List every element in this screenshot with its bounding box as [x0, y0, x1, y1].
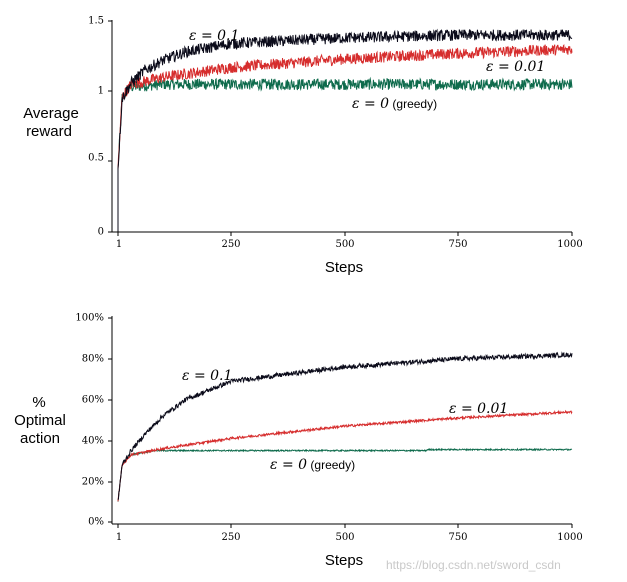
reward-xtick-label: 1000: [557, 239, 582, 250]
optimal-annotation-greedy-suffix: (greedy): [307, 458, 355, 472]
optimal-xlabel: Steps: [325, 552, 363, 569]
reward-annotation-greedy: ε = 0 (greedy): [352, 96, 437, 112]
reward-ytick-label: 1.5: [88, 16, 104, 27]
reward-xtick-label: 1: [116, 239, 122, 250]
optimal-xtick-label: 500: [335, 532, 354, 543]
reward-annotation-eps01: ε = 0.1: [189, 28, 239, 44]
optimal-annotation-eps01: ε = 0.1: [182, 368, 232, 384]
reward-annotation-greedy-eps: ε = 0: [352, 96, 389, 112]
optimal-ytick-label: 80%: [82, 354, 104, 365]
optimal-y-ticks: 0% 20% 40% 60% 80% 100%: [75, 313, 112, 528]
optimal-series-group: [117, 351, 573, 502]
reward-series-group: [117, 28, 573, 232]
optimal-line-eps01: [117, 351, 573, 500]
optimal-chart: 0% 20% 40% 60% 80% 100% 1 250 500 750 10…: [14, 313, 583, 570]
reward-annotation-eps001: ε = 0.01: [486, 59, 545, 75]
optimal-annotation-greedy: ε = 0 (greedy): [270, 457, 355, 473]
optimal-ytick-label: 40%: [82, 436, 104, 447]
optimal-line-greedy: [117, 447, 573, 502]
optimal-line-eps001: [117, 409, 573, 502]
reward-xtick-label: 500: [335, 239, 354, 250]
reward-line-eps001: [117, 44, 573, 232]
reward-ytick-label: 0.5: [88, 153, 104, 164]
watermark: https://blog.csdn.net/sword_csdn: [386, 558, 561, 572]
optimal-annotation-greedy-eps: ε = 0: [270, 457, 307, 473]
optimal-ytick-label: 100%: [75, 313, 104, 324]
optimal-xtick-label: 750: [448, 532, 467, 543]
reward-xlabel: Steps: [325, 259, 363, 276]
reward-xtick-label: 250: [221, 239, 240, 250]
reward-x-ticks: 1 250 500 750 1000: [116, 232, 583, 250]
optimal-ytick-label: 20%: [82, 477, 104, 488]
optimal-ylabel-line2: Optimal: [14, 412, 66, 429]
reward-chart: 0 0.5 1 1.5 1 250 500 750 1000 Steps Ave…: [23, 16, 583, 277]
optimal-ylabel-line3: action: [20, 430, 60, 447]
optimal-ytick-label: 60%: [82, 395, 104, 406]
optimal-xtick-label: 1000: [557, 532, 582, 543]
reward-annotation-greedy-suffix: (greedy): [389, 97, 437, 111]
optimal-ylabel-line1: %: [32, 394, 45, 411]
optimal-x-ticks: 1 250 500 750 1000: [116, 524, 583, 543]
optimal-xtick-label: 1: [116, 532, 122, 543]
reward-ytick-label: 1: [98, 86, 104, 97]
optimal-annotation-eps001: ε = 0.01: [449, 401, 508, 417]
reward-line-greedy: [117, 76, 573, 232]
optimal-ytick-label: 0%: [88, 517, 104, 528]
reward-y-ticks: 0 0.5 1 1.5: [88, 16, 112, 238]
optimal-xtick-label: 250: [221, 532, 240, 543]
reward-ylabel-line1: Average: [23, 105, 79, 122]
reward-ylabel-line2: reward: [26, 123, 72, 140]
reward-xtick-label: 750: [448, 239, 467, 250]
reward-line-eps01: [117, 28, 573, 232]
reward-ytick-label: 0: [98, 227, 104, 238]
